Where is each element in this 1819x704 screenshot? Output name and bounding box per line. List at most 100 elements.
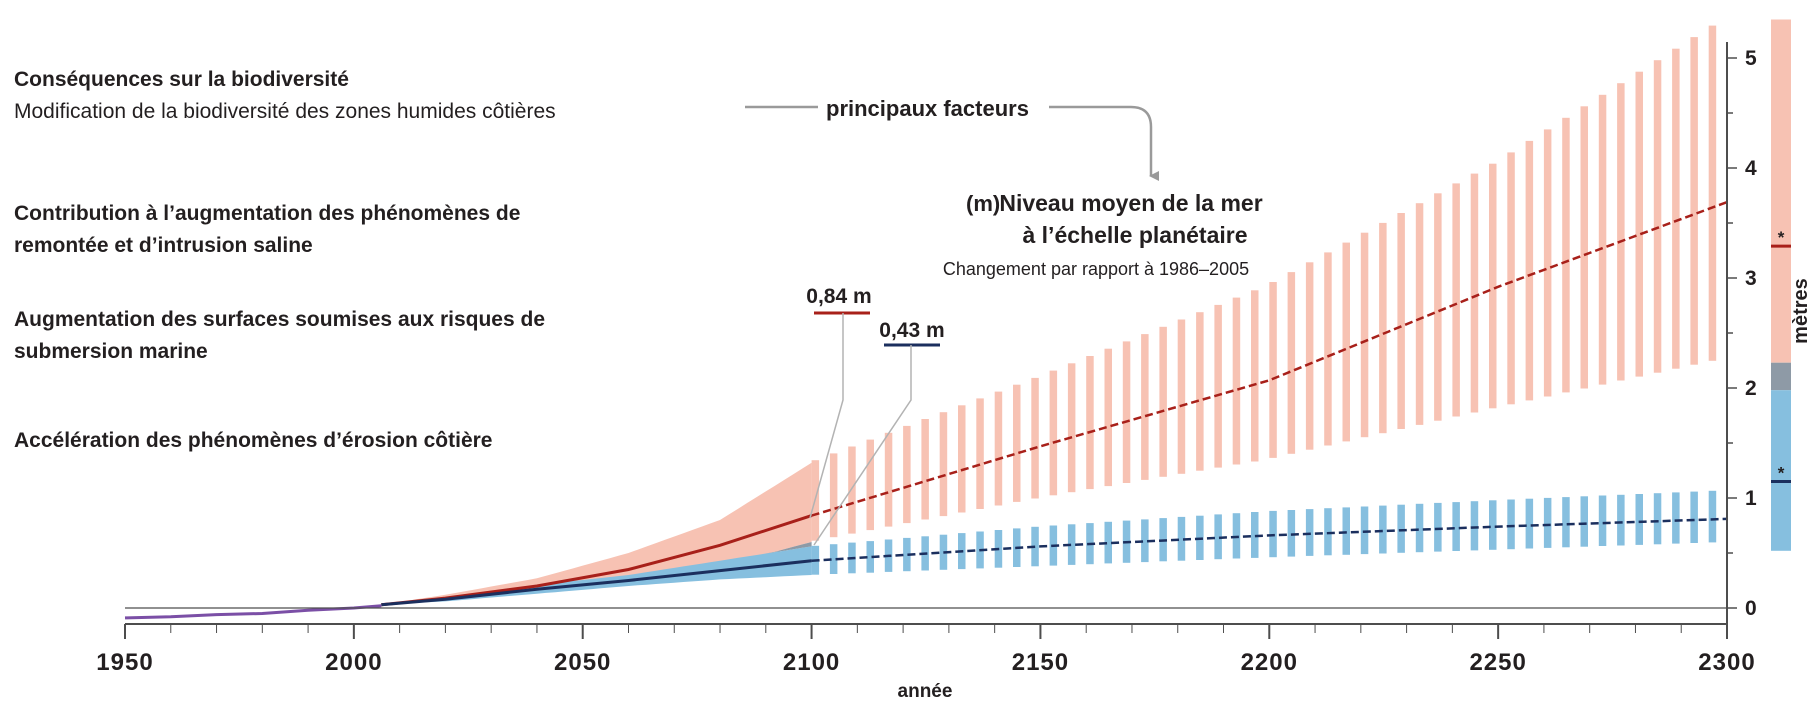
y-axis-label: mètres <box>1790 278 1812 344</box>
high-range-bar <box>1177 319 1186 474</box>
low-range-bar <box>1525 498 1534 549</box>
low-range-bar <box>1708 490 1717 543</box>
low-range-bar <box>1397 504 1405 553</box>
high-range-bar <box>1653 60 1662 373</box>
high-range-bar <box>1690 37 1698 365</box>
high-range-bar <box>1122 341 1131 483</box>
low-range-bar <box>1690 491 1698 543</box>
low-range-bar <box>1617 494 1625 546</box>
unit-tag: (m) <box>966 191 1000 216</box>
low-range-bar <box>1177 516 1186 561</box>
high-range-bar <box>1562 117 1570 393</box>
x-tick-label: 2150 <box>1012 649 1069 676</box>
label-high-leader <box>809 313 844 519</box>
high-range-bar <box>1379 222 1387 434</box>
high-range-bar <box>1196 312 1204 471</box>
x-tick-label: 2200 <box>1241 649 1298 676</box>
low-range-bar <box>1635 494 1643 545</box>
high-range-bar <box>1067 363 1076 493</box>
low-range-bar <box>1452 502 1460 551</box>
high-range-bar <box>1049 370 1058 496</box>
impact-erosion-title: Accélération des phénomènes d’érosion cô… <box>14 429 493 452</box>
x-tick-label: 2100 <box>783 649 840 676</box>
y-tick-label: 1 <box>1745 487 1757 510</box>
label-low-scenario: 0,43 m <box>879 319 944 342</box>
scenario-lines <box>124 200 1728 620</box>
high-range-bar <box>994 391 1003 506</box>
low-range-bar <box>1141 519 1149 563</box>
low-range-bar <box>829 544 838 574</box>
high-range-bar <box>1672 48 1680 369</box>
low-range-bar <box>1672 492 1680 544</box>
low-range-bar <box>1342 507 1350 555</box>
x-tick-label: 2050 <box>554 649 611 676</box>
low-scenario-band <box>381 546 812 605</box>
high-range-bar <box>1434 193 1442 421</box>
high-range-bar <box>1525 140 1534 401</box>
impact-erosion: Accélération des phénomènes d’érosion cô… <box>14 425 574 457</box>
low-range-bar <box>1489 500 1497 550</box>
low-range-bar <box>1507 499 1515 550</box>
high-range-bar <box>1232 297 1241 465</box>
high-range-bar <box>1013 384 1021 502</box>
high-range-bar <box>921 419 929 520</box>
high-range-bar <box>1360 232 1369 438</box>
chart-title: (m) Niveau moyen de la mer à l’échelle p… <box>943 190 1263 279</box>
y-tick-label: 0 <box>1745 597 1757 620</box>
high-range-bar <box>1287 272 1296 454</box>
high-range-bar <box>1452 183 1460 417</box>
low-range-bar <box>1324 508 1332 556</box>
y-tick-label: 5 <box>1745 47 1757 70</box>
range-bar-overlap <box>1771 362 1791 391</box>
high-range-bar <box>1507 152 1515 405</box>
high-range-bar <box>1415 203 1424 425</box>
low-range-bar <box>1360 506 1369 555</box>
x-tick-label: 2250 <box>1469 649 1526 676</box>
impact-submersion-title: Augmentation des surfaces soumises aux r… <box>14 308 546 363</box>
high-range-bar <box>1342 242 1350 442</box>
impact-biodiversity: Conséquences sur la biodiversité Modific… <box>14 64 574 128</box>
impact-saline-intrusion: Contribution à l’augmentation des phénom… <box>14 198 574 262</box>
high-range-bar <box>1269 282 1277 458</box>
title-line-2: à l’échelle planétaire <box>1022 222 1247 248</box>
label-low-leader <box>813 345 912 546</box>
low-range-bar <box>1434 502 1442 552</box>
low-range-bar <box>1653 493 1662 545</box>
high-range-bar <box>939 412 948 517</box>
high-range-bar <box>848 446 856 534</box>
range-bar-2300: ** <box>1771 19 1791 551</box>
high-range-bar <box>976 398 984 509</box>
axes: 1950 2000 2050 2100 2150 2200 2250 2300 0 1 2 3 4 5 <box>96 42 1757 676</box>
impact-biodiversity-text: Modification de la biodiversité des zone… <box>14 100 556 123</box>
impact-submersion: Augmentation des surfaces soumises aux r… <box>14 304 574 368</box>
factors-label: principaux facteurs <box>826 96 1029 121</box>
value-callouts: 0,84 m 0,43 m <box>806 285 945 546</box>
high-range-bar <box>1708 25 1717 361</box>
high-scenario-line-extended <box>811 200 1728 517</box>
high-range-bar <box>903 425 911 524</box>
high-range-bar <box>958 405 966 513</box>
title-line-1: Niveau moyen de la mer <box>999 190 1262 216</box>
high-range-bar <box>1104 348 1112 487</box>
high-range-bar <box>1086 356 1094 490</box>
x-tick-label: 2000 <box>325 649 382 676</box>
range-bar-low-marker: * <box>1778 464 1785 483</box>
high-range-bar <box>1635 71 1643 377</box>
low-range-bar <box>1251 512 1259 558</box>
y-tick-label: 2 <box>1745 377 1757 400</box>
low-range-bar <box>1598 495 1607 546</box>
high-range-bar <box>1324 252 1332 446</box>
high-range-bar <box>1031 377 1039 499</box>
high-range-bar <box>1159 326 1167 477</box>
y-tick-label: 4 <box>1745 157 1757 180</box>
low-range-bar <box>903 537 911 572</box>
chart-subtitle: Changement par rapport à 1986–2005 <box>943 259 1249 279</box>
high-range-bar <box>1305 262 1314 450</box>
high-range-bar <box>829 453 838 538</box>
low-scenario-line <box>381 559 812 607</box>
low-range-bar <box>1104 521 1112 564</box>
label-high-scenario: 0,84 m <box>806 285 871 308</box>
high-range-bar <box>1397 213 1405 429</box>
low-range-bar <box>1287 510 1296 557</box>
high-range-bar <box>1470 173 1479 413</box>
